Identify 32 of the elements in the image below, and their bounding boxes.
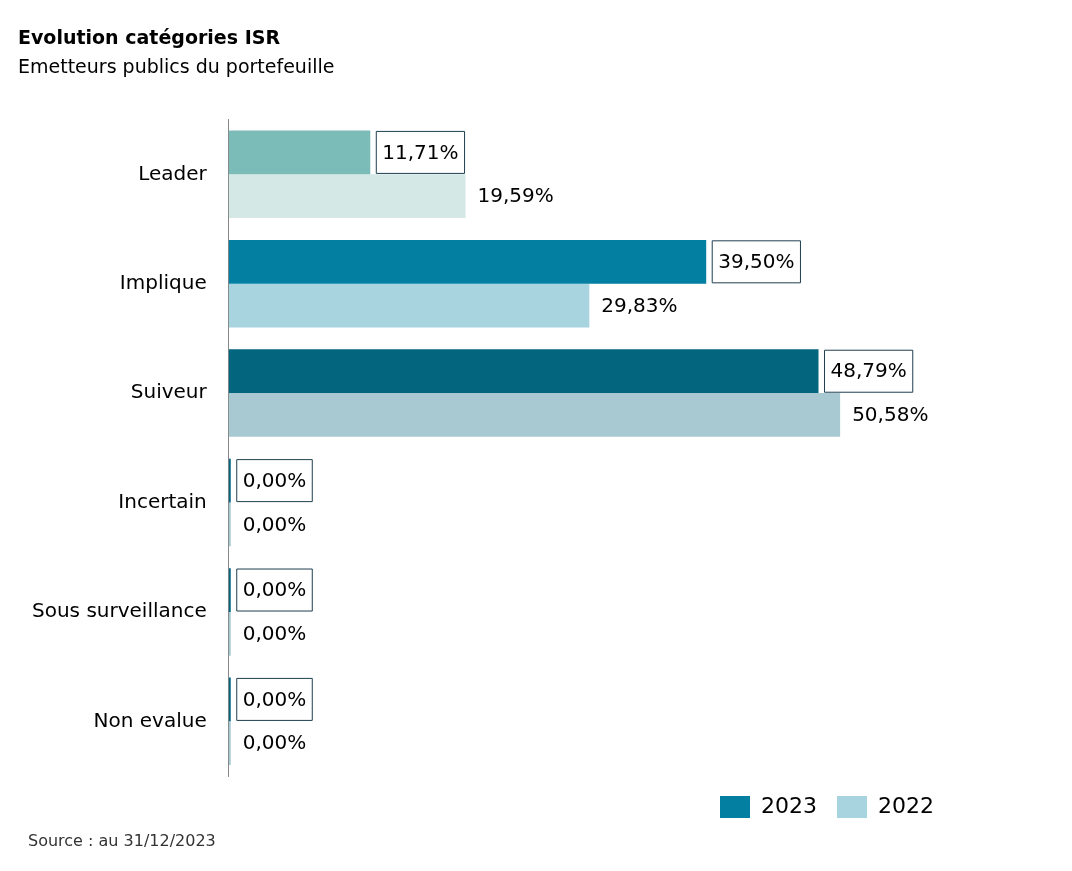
data-label: 29,83% (601, 292, 678, 317)
bar (228, 349, 819, 394)
data-label: 50,58% (852, 402, 929, 427)
data-label: 0,00% (242, 511, 307, 536)
bar (228, 239, 707, 284)
bar (228, 393, 841, 437)
legend-label: 2023 (761, 792, 818, 818)
data-label: 0,00% (242, 577, 307, 602)
y-tick-label: Incertain (118, 488, 207, 513)
data-label: 39,50% (718, 249, 795, 274)
bar (228, 677, 231, 722)
data-label: 11,71% (382, 139, 459, 164)
source-note: Source : au 31/12/2023 (28, 831, 216, 851)
bar (228, 130, 371, 175)
y-tick-label: Sous surveillance (32, 598, 207, 623)
bar (228, 283, 590, 328)
chart-title: Evolution catégories ISR (18, 26, 281, 49)
y-tick-label: Implique (119, 269, 207, 294)
y-tick-label: Suiveur (130, 379, 208, 404)
data-label: 0,00% (242, 620, 307, 645)
y-tick-label: Leader (138, 160, 208, 185)
legend-label: 2022 (878, 792, 935, 818)
data-label: 19,59% (477, 183, 554, 208)
chart-subtitle: Emetteurs publics du portefeuille (18, 55, 335, 78)
data-label: 0,00% (242, 467, 307, 492)
bar (228, 174, 466, 219)
data-label: 0,00% (242, 730, 307, 755)
bar (228, 568, 231, 612)
bar (228, 458, 231, 503)
y-tick-label: Non evalue (93, 707, 207, 732)
data-label: 0,00% (242, 686, 307, 711)
data-label: 48,79% (830, 358, 907, 383)
